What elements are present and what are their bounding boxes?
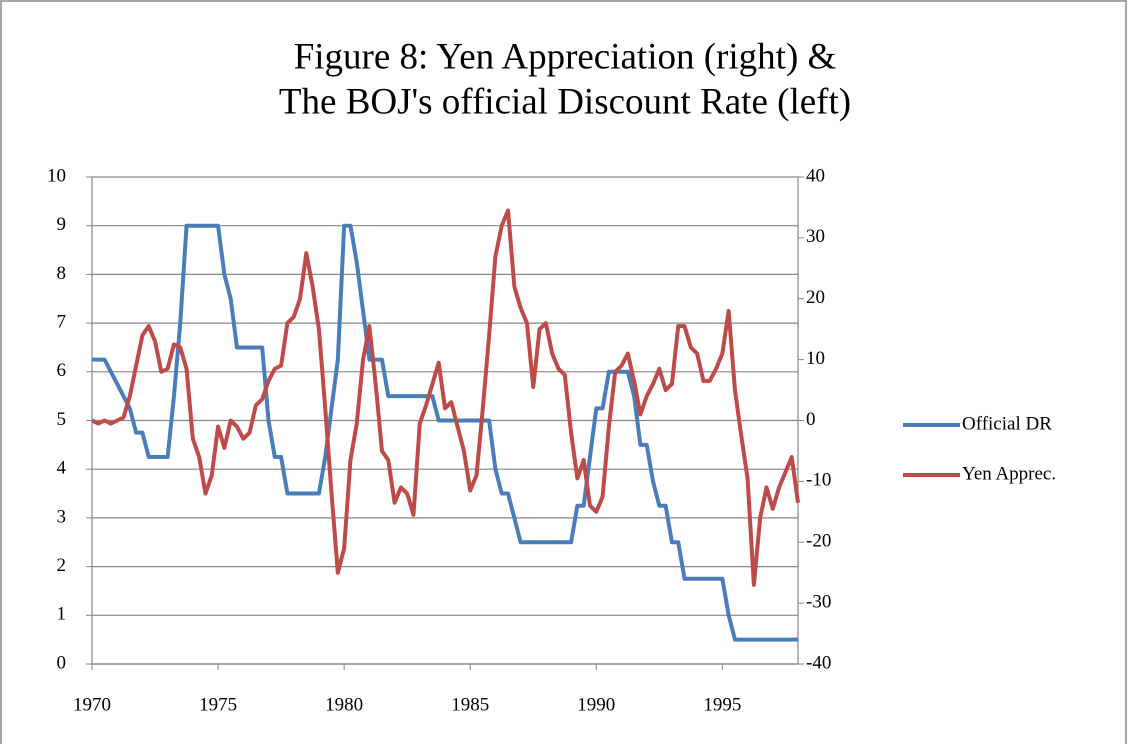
y2-tick-label: 20 [806, 287, 825, 308]
y2-tick-label: 0 [806, 409, 816, 430]
x-tick-label: 1990 [577, 694, 615, 715]
y-tick-label: 2 [57, 555, 67, 576]
y-tick-label: 1 [57, 604, 67, 625]
y2-tick-label: -10 [806, 470, 831, 491]
x-tick-label: 1975 [199, 694, 237, 715]
x-tick-label: 1985 [451, 694, 489, 715]
y2-tick-label: -20 [806, 531, 831, 552]
y2-tick-label: -30 [806, 591, 831, 612]
y-tick-label: 9 [57, 214, 67, 235]
y-tick-label: 4 [57, 458, 67, 479]
y-tick-label: 10 [47, 165, 66, 186]
legend-label: Yen Apprec. [962, 463, 1056, 484]
y-tick-label: 8 [57, 263, 67, 284]
y2-tick-label: 10 [806, 348, 825, 369]
series-line [91, 208, 800, 587]
y-tick-label: 5 [57, 409, 67, 430]
x-tick-label: 1970 [73, 694, 111, 715]
y-tick-label: 0 [57, 652, 67, 673]
legend-label: Official DR [962, 413, 1052, 434]
chart-title: Figure 8: Yen Appreciation (right) & [294, 36, 837, 77]
series-line [92, 223, 798, 642]
y2-tick-label: 30 [806, 226, 825, 247]
x-tick-label: 1980 [325, 694, 363, 715]
y-tick-label: 3 [57, 506, 67, 527]
y2-tick-label: 40 [806, 165, 825, 186]
x-tick-label: 1995 [703, 694, 741, 715]
y-tick-label: 6 [57, 360, 67, 381]
y2-tick-label: -40 [806, 652, 831, 673]
y-tick-label: 7 [57, 311, 67, 332]
chart-title: The BOJ's official Discount Rate (left) [279, 81, 851, 122]
